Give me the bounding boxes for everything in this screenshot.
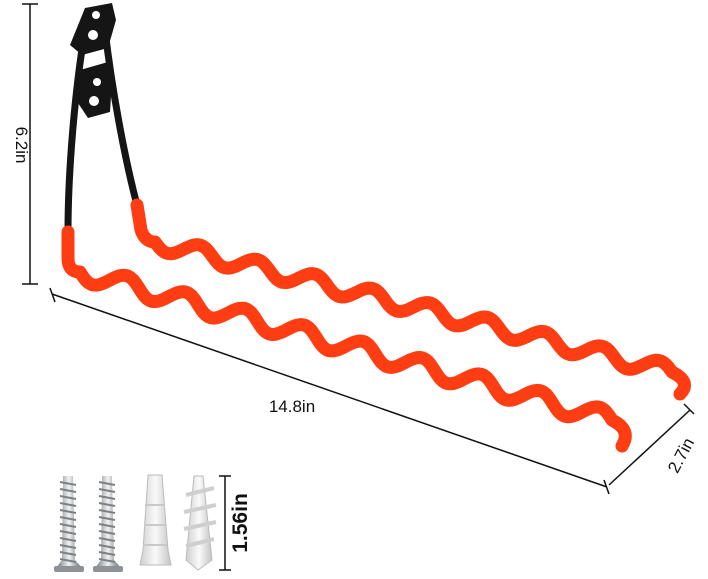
screw-thread <box>98 481 116 486</box>
screw-thread <box>98 530 116 535</box>
screw <box>54 476 84 572</box>
screw-thread <box>59 558 77 563</box>
screw-thread <box>98 537 116 542</box>
height-dimension: 6.2in <box>12 3 38 285</box>
screw-thread <box>59 488 77 493</box>
width-label: 2.7in <box>664 435 698 476</box>
screw-thread <box>98 551 116 556</box>
screw-thread <box>59 516 77 521</box>
screw-thread <box>59 502 77 507</box>
screw-thread <box>98 488 116 493</box>
screw-thread <box>98 523 116 528</box>
screw-thread <box>98 544 116 549</box>
length-label: 14.8in <box>269 397 315 416</box>
coated-arms <box>61 198 691 453</box>
anchor-dimension: 1.56in <box>219 475 252 571</box>
screw-thread <box>59 481 77 486</box>
anchor-length-label: 1.56in <box>229 493 252 553</box>
screw-thread <box>59 495 77 500</box>
screw-thread <box>59 544 77 549</box>
screw-thread <box>59 523 77 528</box>
screw-thread <box>59 530 77 535</box>
hook-frame <box>64 3 141 236</box>
wall-anchor <box>183 475 217 571</box>
screw <box>93 476 123 572</box>
screw-thread <box>59 509 77 514</box>
screw-thread <box>98 502 116 507</box>
length-dimension: 14.8in <box>49 287 610 495</box>
wall-anchor <box>139 474 172 566</box>
height-label: 6.2in <box>12 127 31 164</box>
screw-thread <box>98 516 116 521</box>
screw-thread <box>59 537 77 542</box>
screw-thread <box>98 509 116 514</box>
screw-thread <box>59 551 77 556</box>
screw-thread <box>98 495 116 500</box>
screw-thread <box>98 558 116 563</box>
